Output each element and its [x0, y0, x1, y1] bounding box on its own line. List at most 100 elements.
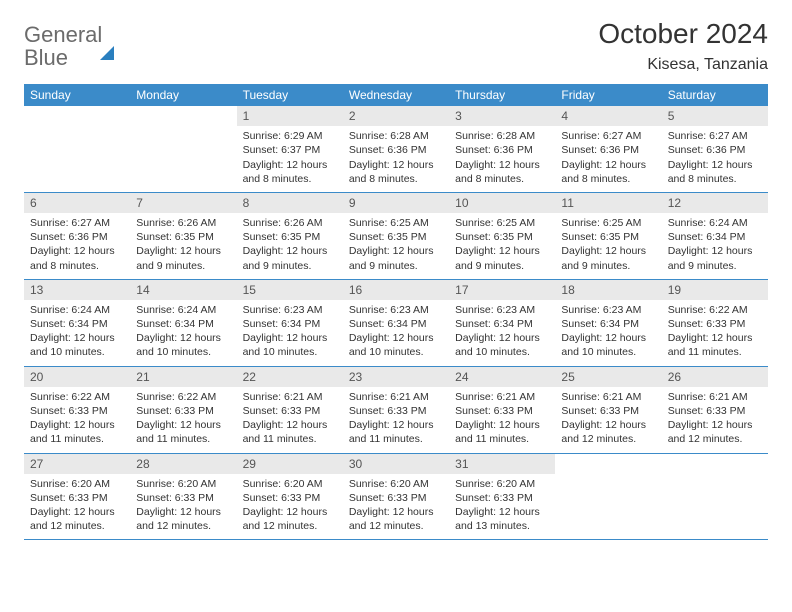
sunrise-text: Sunrise: 6:21 AM — [349, 390, 443, 404]
day-body: Sunrise: 6:20 AMSunset: 6:33 PMDaylight:… — [343, 474, 449, 540]
sunrise-text: Sunrise: 6:26 AM — [243, 216, 337, 230]
sunset-text: Sunset: 6:33 PM — [30, 491, 124, 505]
daylight-text: Daylight: 12 hours and 10 minutes. — [561, 331, 655, 359]
daylight-text: Daylight: 12 hours and 8 minutes. — [243, 158, 337, 186]
day-body: Sunrise: 6:24 AMSunset: 6:34 PMDaylight:… — [130, 300, 236, 366]
sunset-text: Sunset: 6:35 PM — [136, 230, 230, 244]
day-cell — [555, 454, 661, 540]
sunrise-text: Sunrise: 6:25 AM — [455, 216, 549, 230]
sunset-text: Sunset: 6:33 PM — [136, 404, 230, 418]
daylight-text: Daylight: 12 hours and 11 minutes. — [243, 418, 337, 446]
day-cell: 9Sunrise: 6:25 AMSunset: 6:35 PMDaylight… — [343, 193, 449, 279]
day-number: 29 — [237, 454, 343, 474]
day-cell: 25Sunrise: 6:21 AMSunset: 6:33 PMDayligh… — [555, 367, 661, 453]
logo-word1: General — [24, 22, 102, 47]
daylight-text: Daylight: 12 hours and 12 minutes. — [30, 505, 124, 533]
sunset-text: Sunset: 6:34 PM — [349, 317, 443, 331]
day-body: Sunrise: 6:23 AMSunset: 6:34 PMDaylight:… — [555, 300, 661, 366]
daylight-text: Daylight: 12 hours and 9 minutes. — [349, 244, 443, 272]
day-body: Sunrise: 6:21 AMSunset: 6:33 PMDaylight:… — [662, 387, 768, 453]
sunrise-text: Sunrise: 6:20 AM — [30, 477, 124, 491]
day-body: Sunrise: 6:20 AMSunset: 6:33 PMDaylight:… — [237, 474, 343, 540]
sunrise-text: Sunrise: 6:20 AM — [455, 477, 549, 491]
day-body: Sunrise: 6:25 AMSunset: 6:35 PMDaylight:… — [343, 213, 449, 279]
sunset-text: Sunset: 6:33 PM — [668, 404, 762, 418]
daylight-text: Daylight: 12 hours and 11 minutes. — [30, 418, 124, 446]
weeks-container: 1Sunrise: 6:29 AMSunset: 6:37 PMDaylight… — [24, 106, 768, 540]
sunset-text: Sunset: 6:36 PM — [455, 143, 549, 157]
day-number: 16 — [343, 280, 449, 300]
day-body: Sunrise: 6:23 AMSunset: 6:34 PMDaylight:… — [343, 300, 449, 366]
day-body: Sunrise: 6:20 AMSunset: 6:33 PMDaylight:… — [24, 474, 130, 540]
day-body: Sunrise: 6:21 AMSunset: 6:33 PMDaylight:… — [237, 387, 343, 453]
daylight-text: Daylight: 12 hours and 12 minutes. — [561, 418, 655, 446]
day-cell — [24, 106, 130, 192]
sunset-text: Sunset: 6:36 PM — [30, 230, 124, 244]
daylight-text: Daylight: 12 hours and 8 minutes. — [668, 158, 762, 186]
daylight-text: Daylight: 12 hours and 11 minutes. — [455, 418, 549, 446]
sunset-text: Sunset: 6:34 PM — [136, 317, 230, 331]
day-number: 25 — [555, 367, 661, 387]
day-cell: 17Sunrise: 6:23 AMSunset: 6:34 PMDayligh… — [449, 280, 555, 366]
sunset-text: Sunset: 6:33 PM — [243, 491, 337, 505]
day-number: 7 — [130, 193, 236, 213]
day-number: 24 — [449, 367, 555, 387]
daylight-text: Daylight: 12 hours and 8 minutes. — [455, 158, 549, 186]
day-body: Sunrise: 6:22 AMSunset: 6:33 PMDaylight:… — [24, 387, 130, 453]
day-cell — [130, 106, 236, 192]
day-header-thu: Thursday — [449, 84, 555, 106]
day-number: 15 — [237, 280, 343, 300]
day-header-mon: Monday — [130, 84, 236, 106]
daylight-text: Daylight: 12 hours and 12 minutes. — [349, 505, 443, 533]
sunset-text: Sunset: 6:35 PM — [561, 230, 655, 244]
daylight-text: Daylight: 12 hours and 8 minutes. — [561, 158, 655, 186]
sunset-text: Sunset: 6:33 PM — [136, 491, 230, 505]
day-cell: 15Sunrise: 6:23 AMSunset: 6:34 PMDayligh… — [237, 280, 343, 366]
day-header-row: Sunday Monday Tuesday Wednesday Thursday… — [24, 84, 768, 106]
sunrise-text: Sunrise: 6:24 AM — [136, 303, 230, 317]
sunset-text: Sunset: 6:33 PM — [349, 491, 443, 505]
daylight-text: Daylight: 12 hours and 11 minutes. — [136, 418, 230, 446]
sunset-text: Sunset: 6:36 PM — [668, 143, 762, 157]
sunrise-text: Sunrise: 6:23 AM — [455, 303, 549, 317]
week-row: 13Sunrise: 6:24 AMSunset: 6:34 PMDayligh… — [24, 280, 768, 367]
day-header-fri: Friday — [555, 84, 661, 106]
day-cell: 19Sunrise: 6:22 AMSunset: 6:33 PMDayligh… — [662, 280, 768, 366]
day-number: 22 — [237, 367, 343, 387]
logo-text: General Blue — [24, 24, 114, 70]
sunset-text: Sunset: 6:35 PM — [243, 230, 337, 244]
day-number: 26 — [662, 367, 768, 387]
daylight-text: Daylight: 12 hours and 9 minutes. — [668, 244, 762, 272]
month-title: October 2024 — [598, 18, 768, 50]
daylight-text: Daylight: 12 hours and 9 minutes. — [136, 244, 230, 272]
day-number: 4 — [555, 106, 661, 126]
sunrise-text: Sunrise: 6:21 AM — [455, 390, 549, 404]
day-cell: 3Sunrise: 6:28 AMSunset: 6:36 PMDaylight… — [449, 106, 555, 192]
sunrise-text: Sunrise: 6:22 AM — [30, 390, 124, 404]
sunrise-text: Sunrise: 6:23 AM — [561, 303, 655, 317]
daylight-text: Daylight: 12 hours and 9 minutes. — [561, 244, 655, 272]
week-row: 20Sunrise: 6:22 AMSunset: 6:33 PMDayligh… — [24, 367, 768, 454]
day-body: Sunrise: 6:25 AMSunset: 6:35 PMDaylight:… — [555, 213, 661, 279]
day-number: 1 — [237, 106, 343, 126]
sunrise-text: Sunrise: 6:25 AM — [561, 216, 655, 230]
day-cell: 27Sunrise: 6:20 AMSunset: 6:33 PMDayligh… — [24, 454, 130, 540]
sunrise-text: Sunrise: 6:29 AM — [243, 129, 337, 143]
daylight-text: Daylight: 12 hours and 10 minutes. — [243, 331, 337, 359]
day-header-tue: Tuesday — [237, 84, 343, 106]
logo-triangle-icon — [100, 29, 114, 60]
day-cell: 4Sunrise: 6:27 AMSunset: 6:36 PMDaylight… — [555, 106, 661, 192]
day-cell: 29Sunrise: 6:20 AMSunset: 6:33 PMDayligh… — [237, 454, 343, 540]
sunset-text: Sunset: 6:34 PM — [455, 317, 549, 331]
day-body: Sunrise: 6:22 AMSunset: 6:33 PMDaylight:… — [662, 300, 768, 366]
daylight-text: Daylight: 12 hours and 10 minutes. — [455, 331, 549, 359]
day-number: 18 — [555, 280, 661, 300]
sunset-text: Sunset: 6:34 PM — [30, 317, 124, 331]
day-number: 28 — [130, 454, 236, 474]
sunrise-text: Sunrise: 6:23 AM — [349, 303, 443, 317]
week-row: 6Sunrise: 6:27 AMSunset: 6:36 PMDaylight… — [24, 193, 768, 280]
sunrise-text: Sunrise: 6:25 AM — [349, 216, 443, 230]
day-cell: 10Sunrise: 6:25 AMSunset: 6:35 PMDayligh… — [449, 193, 555, 279]
daylight-text: Daylight: 12 hours and 13 minutes. — [455, 505, 549, 533]
day-cell: 1Sunrise: 6:29 AMSunset: 6:37 PMDaylight… — [237, 106, 343, 192]
